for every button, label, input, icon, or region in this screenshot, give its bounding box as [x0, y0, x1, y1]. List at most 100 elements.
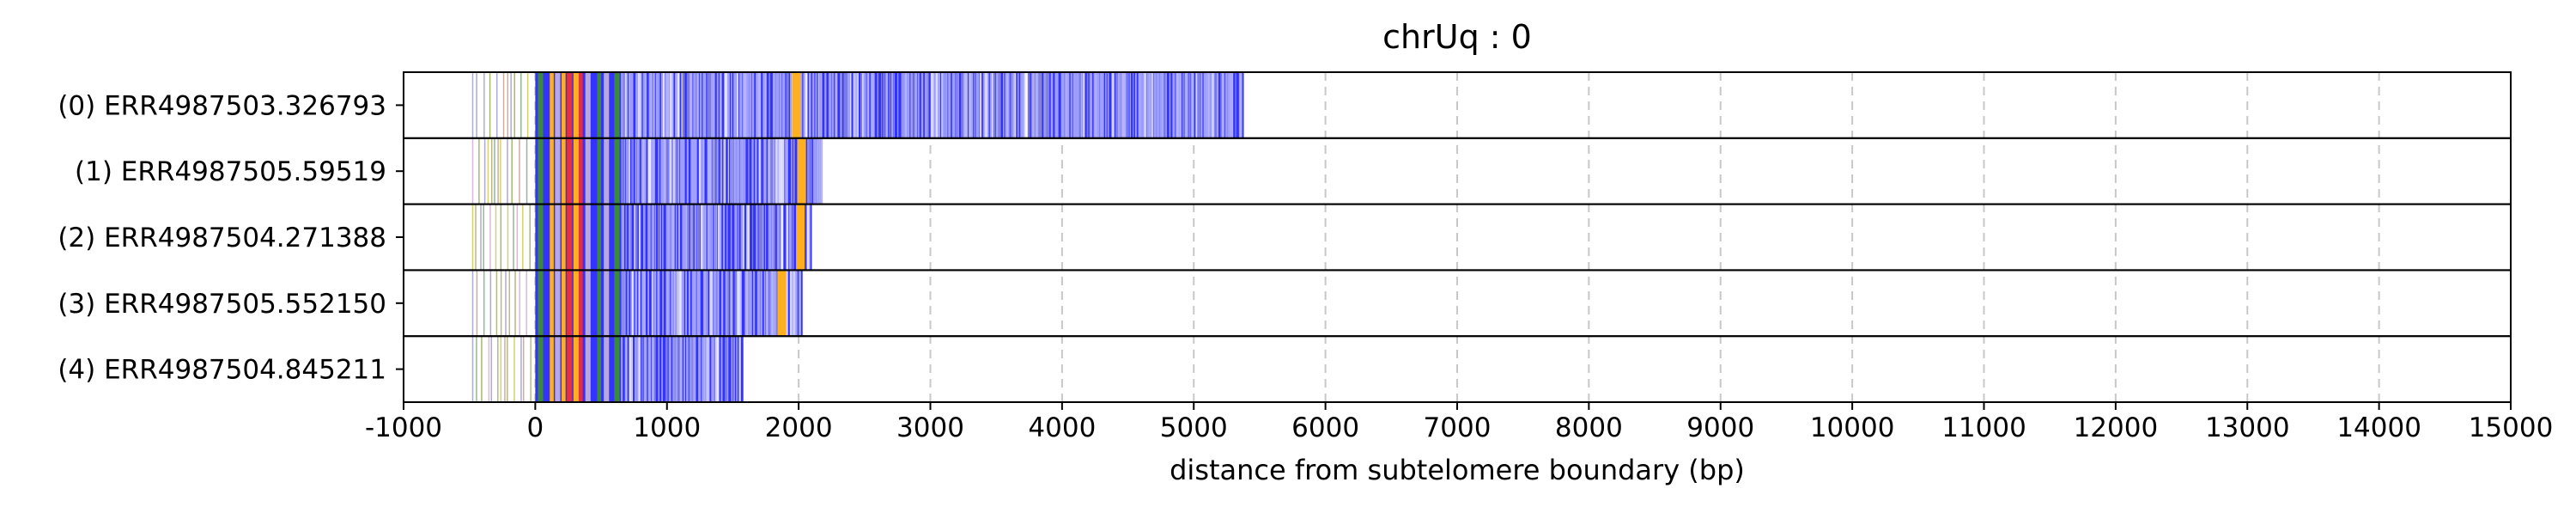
repeat-stripe: [788, 204, 793, 271]
repeat-stripe: [765, 204, 767, 271]
repeat-stripe: [621, 137, 624, 205]
repeat-stripe: [747, 137, 750, 205]
annotation-stripe: [522, 336, 525, 402]
annotation-stripe: [502, 72, 505, 138]
x-tick-label: 3000: [896, 412, 964, 443]
repeat-stripe: [655, 72, 659, 138]
repeat-stripe: [1185, 72, 1188, 138]
x-tick-label: 1000: [633, 412, 701, 443]
repeat-stripe: [705, 270, 708, 337]
chart-title: chrUq : 0: [1382, 18, 1532, 56]
repeat-stripe: [1165, 72, 1167, 138]
repeat-stripe: [835, 72, 838, 138]
repeat-stripe: [1066, 72, 1069, 138]
repeat-stripe: [716, 72, 719, 138]
annotation-stripe: [480, 204, 482, 271]
repeat-stripe: [688, 270, 690, 337]
repeat-stripe: [758, 137, 762, 205]
repeat-stripe: [1060, 72, 1065, 138]
annotation-block: [550, 72, 554, 138]
repeat-stripe: [678, 270, 682, 337]
repeat-stripe: [657, 270, 659, 337]
repeat-stripe: [668, 72, 671, 138]
repeat-stripe: [702, 336, 705, 402]
annotation-stripe: [516, 204, 519, 271]
annotation-stripe: [507, 204, 509, 271]
repeat-stripe: [653, 137, 655, 205]
annotation-block: [562, 336, 566, 402]
repeat-stripe: [670, 137, 673, 205]
annotation-block: [604, 336, 610, 402]
annotation-block: [543, 72, 550, 138]
repeat-stripe: [651, 72, 653, 138]
repeat-stripe: [702, 137, 705, 205]
repeat-stripe: [1105, 72, 1107, 138]
x-tick-label: 2000: [765, 412, 833, 443]
repeat-stripe: [885, 72, 889, 138]
repeat-stripe: [749, 72, 751, 138]
annotation-block: [597, 336, 602, 402]
annotation-stripe: [471, 72, 474, 138]
repeat-stripe: [662, 270, 664, 337]
repeat-stripe: [709, 270, 713, 337]
annotation-stripe: [487, 137, 489, 205]
repeat-stripe: [808, 72, 811, 138]
repeat-stripe: [1177, 72, 1179, 138]
repeat-stripe: [748, 204, 750, 271]
repeat-stripe: [753, 270, 756, 337]
repeat-stripe: [621, 270, 624, 337]
repeat-stripe: [682, 204, 686, 271]
repeat-stripe: [1003, 72, 1005, 138]
repeat-stripe: [843, 72, 848, 138]
repeat-stripe: [791, 137, 793, 205]
repeat-stripe: [756, 72, 759, 138]
repeat-stripe: [1164, 72, 1167, 138]
repeat-stripe: [634, 204, 636, 271]
repeat-stripe: [1086, 72, 1089, 138]
annotation-stripe: [495, 270, 498, 337]
repeat-stripe: [680, 270, 682, 337]
repeat-stripe: [762, 204, 764, 271]
repeat-stripe: [660, 137, 664, 205]
repeat-stripe: [1227, 72, 1231, 138]
repeat-stripe: [679, 336, 683, 402]
repeat-stripe: [724, 137, 726, 205]
repeat-stripe: [964, 72, 967, 138]
repeat-stripe: [1089, 72, 1093, 138]
repeat-stripe: [727, 336, 729, 402]
repeat-stripe: [1129, 72, 1132, 138]
annotation-stripe: [519, 270, 521, 337]
repeat-stripe: [719, 204, 722, 271]
repeat-stripe: [799, 270, 801, 337]
annotation-block: [550, 204, 554, 271]
repeat-stripe: [987, 72, 989, 138]
repeat-stripe: [776, 204, 781, 271]
repeat-stripe: [1028, 72, 1030, 138]
repeat-stripe: [650, 72, 652, 138]
x-tick-label: 0: [527, 412, 544, 443]
repeat-stripe: [951, 72, 956, 138]
annotation-block: [797, 137, 806, 205]
annotation-block: [604, 137, 610, 205]
repeat-stripe: [979, 72, 982, 138]
repeat-stripe: [630, 204, 632, 271]
repeat-stripe: [805, 72, 808, 138]
repeat-stripe: [626, 72, 629, 138]
annotation-stripe: [513, 204, 514, 271]
repeat-stripe: [623, 270, 626, 337]
repeat-stripe: [811, 137, 812, 205]
repeat-stripe: [666, 270, 671, 337]
repeat-stripe: [698, 336, 702, 402]
repeat-stripe: [948, 72, 951, 138]
repeat-stripe: [677, 137, 680, 205]
repeat-stripe: [677, 270, 679, 337]
repeat-stripe: [651, 270, 653, 337]
repeat-stripe: [791, 270, 794, 337]
repeat-stripe: [969, 72, 973, 138]
repeat-stripe: [984, 72, 988, 138]
repeat-stripe: [677, 72, 680, 138]
repeat-stripe: [746, 270, 750, 337]
x-tick-label: 12000: [2074, 412, 2159, 443]
repeat-stripe: [626, 137, 629, 205]
repeat-stripe: [762, 137, 765, 205]
